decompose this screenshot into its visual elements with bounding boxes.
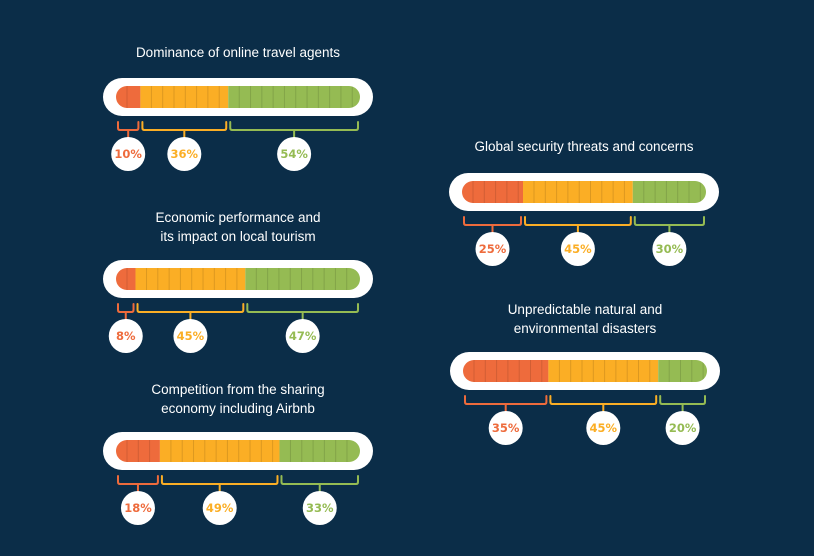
- percent-label-mid: 45%: [564, 242, 592, 256]
- percent-bubble-high: [665, 411, 700, 445]
- chart-title: Unpredictable natural and environmental …: [507, 302, 663, 336]
- bar-segment-low: [116, 86, 141, 108]
- chart-title: Competition from the sharing economy inc…: [151, 382, 325, 416]
- percent-label-low: 35%: [492, 421, 520, 435]
- chart-block-2: Economic performance and its impact on l…: [103, 208, 373, 360]
- stacked-bar-chart: 18% 49% 33%: [103, 432, 373, 525]
- stacked-bar-chart: 35% 45% 20%: [450, 352, 720, 445]
- percent-bubble-mid: [167, 137, 202, 171]
- bar-segment-mid: [135, 268, 246, 290]
- bar-segment-high: [658, 360, 707, 382]
- bar-segment-mid: [523, 181, 633, 203]
- stacked-bar-chart: 10% 36% 54%: [103, 78, 373, 171]
- percent-bubble-high: [302, 491, 337, 525]
- percent-bubble-high: [277, 137, 312, 171]
- percent-label-high: 54%: [280, 147, 308, 161]
- percent-label-mid: 49%: [206, 501, 234, 515]
- percent-bubble-low: [475, 232, 510, 266]
- percent-bubble-low: [111, 137, 146, 171]
- percent-label-low: 18%: [124, 501, 152, 515]
- percent-label-low: 8%: [116, 329, 136, 343]
- percent-label-mid: 36%: [171, 147, 199, 161]
- bar-segment-low: [462, 181, 523, 203]
- percent-bubble-low: [488, 411, 523, 445]
- percent-bubble-high: [285, 319, 320, 353]
- percent-bubble-low: [120, 491, 155, 525]
- bar-segment-low: [463, 360, 549, 382]
- bar-segment-high: [228, 86, 360, 108]
- bar-segment-low: [116, 268, 136, 290]
- percent-label-high: 33%: [306, 501, 334, 515]
- chart-block-3: Competition from the sharing economy inc…: [103, 380, 373, 532]
- bar-segment-mid: [548, 360, 659, 382]
- chart-block-4: Global security threats and concerns 25%…: [449, 137, 719, 273]
- bar-segment-low: [116, 440, 160, 462]
- chart-title: Dominance of online travel agents: [135, 45, 341, 60]
- bar-segment-high: [632, 181, 706, 203]
- chart-block-1: Dominance of online travel agents 10% 36%…: [103, 43, 373, 178]
- percent-label-mid: 45%: [590, 421, 618, 435]
- bar-segment-mid: [140, 86, 229, 108]
- percent-label-low: 10%: [114, 147, 142, 161]
- percent-label-mid: 45%: [177, 329, 205, 343]
- percent-bubble-mid: [173, 319, 208, 353]
- bar-segment-high: [279, 440, 360, 462]
- bar-segment-high: [245, 268, 360, 290]
- chart-title: Economic performance and its impact on l…: [155, 210, 321, 244]
- percent-label-high: 20%: [669, 421, 697, 435]
- percent-bubble-mid: [560, 232, 595, 266]
- percent-bubble-mid: [586, 411, 621, 445]
- bar-segment-mid: [159, 440, 280, 462]
- percent-label-high: 30%: [656, 242, 684, 256]
- percent-label-low: 25%: [479, 242, 507, 256]
- chart-block-5: Unpredictable natural and environmental …: [450, 300, 720, 452]
- percent-bubble-low: [108, 319, 143, 353]
- percent-bubble-high: [652, 232, 687, 266]
- stacked-bar-chart: 25% 45% 30%: [449, 173, 719, 266]
- percent-label-high: 47%: [289, 329, 317, 343]
- stacked-bar-chart: 8% 45% 47%: [103, 260, 373, 353]
- chart-title: Global security threats and concerns: [474, 139, 694, 154]
- percent-bubble-mid: [202, 491, 237, 525]
